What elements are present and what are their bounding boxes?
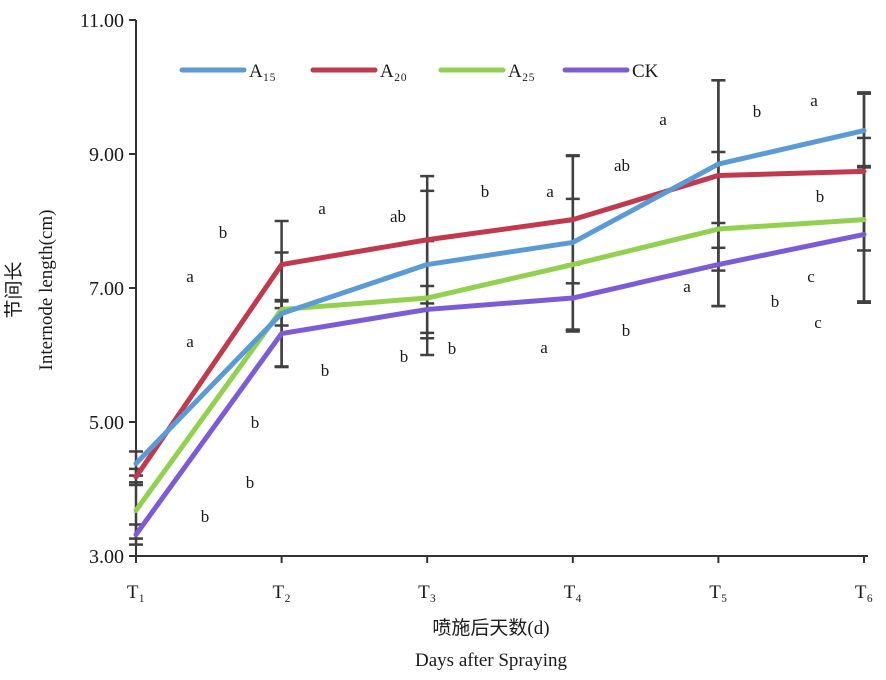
x-axis-label-chinese: 喷施后天数(d) xyxy=(432,617,549,639)
axis-ticks: 3.00 5.00 7.00 9.00 11.00 T₁ T₂ T₃ T₄ T₅ T₆ xyxy=(80,10,873,603)
legend-label: A₁₅ xyxy=(249,61,276,82)
series-line xyxy=(133,231,867,538)
x-tick-label: T₃ xyxy=(418,582,436,603)
significance-letter: a xyxy=(540,338,548,357)
error-bars xyxy=(129,79,871,546)
significance-letter: a xyxy=(186,332,194,351)
y-tick-label: 7.00 xyxy=(89,278,124,300)
significance-letter: a xyxy=(318,199,326,218)
y-tick-label: 3.00 xyxy=(89,546,124,568)
x-tick-label: T₁ xyxy=(127,582,145,603)
significance-letter: b xyxy=(246,473,255,492)
y-axis-label-chinese: 节间长 xyxy=(3,261,25,318)
significance-letter: b xyxy=(219,223,228,242)
significance-letter: b xyxy=(321,361,330,380)
y-tick-label: 5.00 xyxy=(89,412,124,434)
x-tick-label: T₆ xyxy=(855,582,873,603)
significance-letter: b xyxy=(400,347,409,366)
significance-letter: a xyxy=(186,267,194,286)
legend-label: A₂₅ xyxy=(508,61,535,82)
x-tick-label: T₅ xyxy=(709,582,727,603)
series-line xyxy=(133,128,867,467)
series-line xyxy=(133,217,867,513)
series-line xyxy=(133,168,867,480)
significance-letter: a xyxy=(659,110,667,129)
significance-letter: b xyxy=(622,321,631,340)
series-lines xyxy=(133,128,867,538)
significance-letter: b xyxy=(201,507,210,526)
x-tick-label: T₂ xyxy=(272,582,290,603)
significance-letter: b xyxy=(448,339,457,358)
significance-letter: a xyxy=(810,91,818,110)
legend-label: A₂₀ xyxy=(380,61,407,82)
legend-label: CK xyxy=(632,61,659,82)
significance-letter: b xyxy=(816,187,825,206)
significance-letter: c xyxy=(807,267,815,286)
significance-letter: ab xyxy=(390,207,406,226)
significance-letter: b xyxy=(771,292,780,311)
significance-letter: c xyxy=(814,313,822,332)
significance-letter: b xyxy=(481,182,490,201)
y-axis-label: Internode length(cm) xyxy=(36,210,57,371)
y-tick-label: 11.00 xyxy=(80,10,124,32)
significance-letter: a xyxy=(546,182,554,201)
x-tick-label: T₄ xyxy=(564,582,582,603)
significance-letter: b xyxy=(251,413,260,432)
significance-letter: b xyxy=(753,102,762,121)
significance-letter: ab xyxy=(614,156,630,175)
legend: A₁₅ A₂₀ A₂₅ CK xyxy=(179,61,659,82)
significance-letter: a xyxy=(683,277,691,296)
x-axis-label: Days after Spraying xyxy=(415,650,567,671)
y-tick-label: 9.00 xyxy=(89,144,124,166)
